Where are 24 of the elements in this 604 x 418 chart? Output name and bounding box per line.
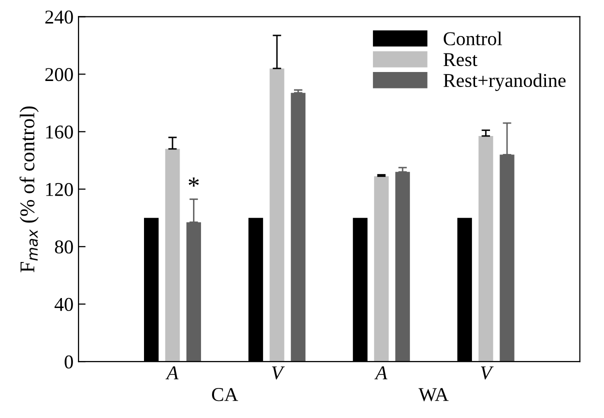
x-tick-label: A — [374, 366, 388, 380]
bar — [374, 176, 389, 362]
bar — [270, 68, 284, 362]
annotation: * — [188, 178, 199, 187]
legend-label: Control — [444, 32, 502, 46]
x-tick-label: V — [480, 366, 494, 380]
y-tick-label: 0 — [64, 355, 73, 369]
legend-label: Rest — [444, 53, 478, 66]
y-tick-label: 80 — [54, 240, 73, 254]
y-tick-label: 160 — [46, 125, 73, 139]
bar — [395, 172, 410, 362]
y-tick-label: 240 — [45, 10, 73, 24]
bar — [478, 136, 494, 362]
x-tick-label: V — [272, 366, 285, 380]
bar — [165, 148, 180, 362]
x-tick-label: A — [166, 366, 179, 380]
text: CA — [212, 388, 238, 402]
text: WA — [418, 388, 449, 402]
y-tick-label: 200 — [45, 68, 73, 82]
y-tick-label: 120 — [46, 182, 73, 196]
legend-label: Rest+ryanodine — [444, 73, 566, 92]
y-axis-title: F$_{max}$ (% of control) — [20, 106, 39, 272]
y-tick-label: 40 — [54, 298, 73, 312]
bar — [290, 92, 306, 362]
